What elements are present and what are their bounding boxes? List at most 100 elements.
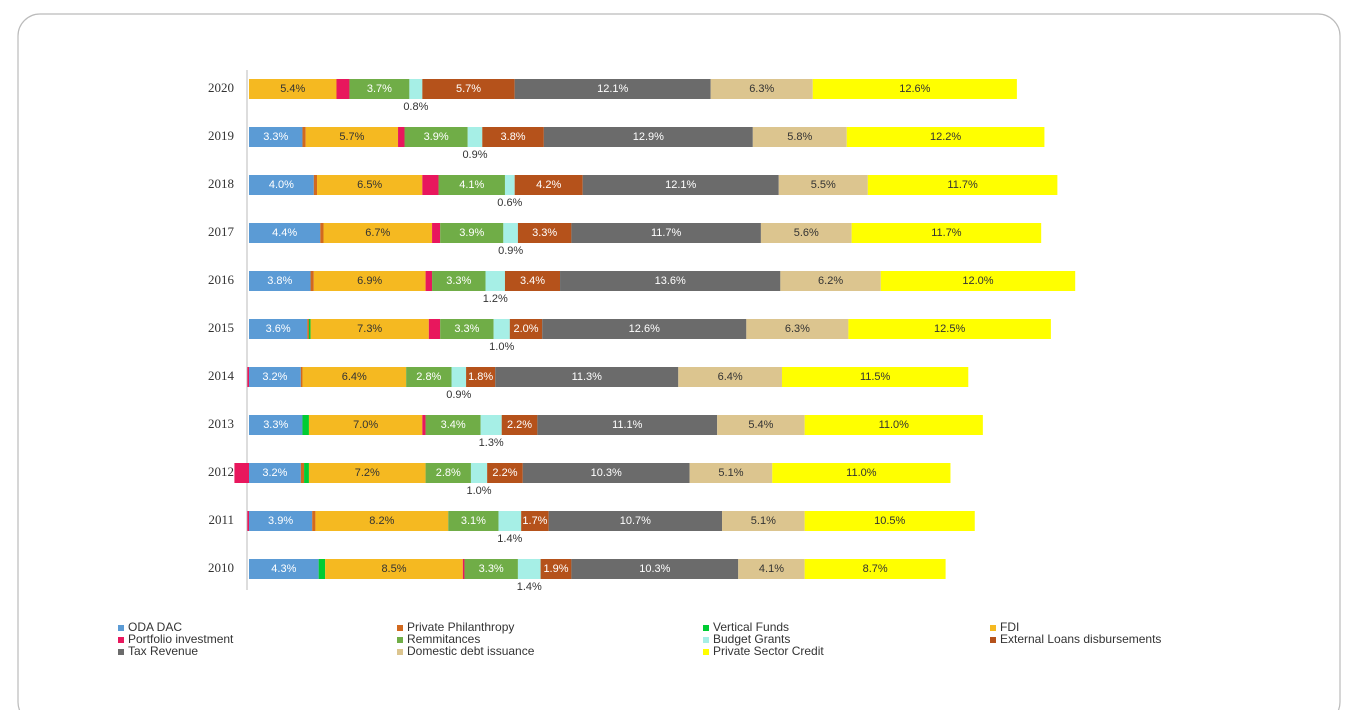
value-label: 12.1% <box>665 179 696 191</box>
value-label: 12.9% <box>633 131 664 143</box>
value-label: 5.4% <box>748 419 773 431</box>
bar-segment <box>249 175 314 195</box>
bar-segment <box>428 319 441 339</box>
bar-segment <box>247 367 249 387</box>
y-tick-label: 2012 <box>208 464 234 479</box>
value-label: 5.5% <box>811 179 836 191</box>
value-label: 5.8% <box>787 131 812 143</box>
value-label: 6.2% <box>818 275 843 287</box>
bar-segment <box>425 271 433 291</box>
value-label: 1.0% <box>489 341 514 353</box>
bar-segment <box>349 79 410 99</box>
y-tick-label: 2014 <box>208 368 235 383</box>
value-label: 5.1% <box>718 467 743 479</box>
y-tick-label: 2013 <box>208 416 234 431</box>
value-label: 0.9% <box>462 149 487 161</box>
value-label: 4.3% <box>271 563 296 575</box>
bar-segment <box>804 415 983 435</box>
value-label: 0.9% <box>498 245 523 257</box>
bar-segment <box>560 271 781 291</box>
bar-segment <box>422 415 426 435</box>
bar-segment <box>542 319 747 339</box>
bar-segment <box>308 415 423 435</box>
bar-segment <box>249 367 301 387</box>
legend-label: Remmitances <box>407 632 480 646</box>
value-label: 1.9% <box>543 563 568 575</box>
value-label: 0.9% <box>446 389 471 401</box>
bar-segment <box>778 175 868 195</box>
value-label: 5.6% <box>794 227 819 239</box>
value-label: 3.1% <box>461 515 486 527</box>
bar-segment <box>521 511 549 531</box>
value-label: 1.7% <box>522 515 547 527</box>
bar-segment <box>517 223 572 243</box>
value-label: 6.4% <box>718 371 743 383</box>
bar-segment <box>504 271 561 291</box>
bar-segment <box>722 511 805 531</box>
bar-segment <box>522 463 690 483</box>
bar-segment <box>247 511 249 531</box>
value-label: 11.3% <box>572 371 603 383</box>
legend-label: ODA DAC <box>128 620 182 634</box>
bar-segment <box>466 367 496 387</box>
bar-segment <box>300 367 303 387</box>
bar-segment <box>425 415 481 435</box>
bar-segment <box>318 559 326 579</box>
bar-segment <box>781 367 969 387</box>
legend-label: Domestic debt issuance <box>407 644 535 658</box>
bar-segment <box>470 463 488 483</box>
bar-segment <box>804 511 975 531</box>
bar-segment <box>678 367 782 387</box>
bar-segment <box>336 79 350 99</box>
value-label: 11.0% <box>846 467 877 479</box>
value-label: 8.5% <box>381 563 406 575</box>
legend-label: External Loans disbursements <box>1000 632 1161 646</box>
value-label: 3.3% <box>446 275 471 287</box>
value-label: 7.2% <box>355 467 380 479</box>
bar-segment <box>514 79 711 99</box>
value-label: 4.1% <box>759 563 784 575</box>
bar-segment <box>234 463 249 483</box>
bar-segment <box>867 175 1058 195</box>
value-label: 3.3% <box>479 563 504 575</box>
bar-segment <box>480 415 502 435</box>
bar-segment <box>249 223 321 243</box>
value-label: 3.2% <box>262 371 287 383</box>
bar-segment <box>249 559 319 579</box>
value-label: 4.4% <box>272 227 297 239</box>
bar-segment <box>323 223 433 243</box>
bar-segment <box>398 127 405 147</box>
bar-segment <box>317 175 423 195</box>
bar-segment <box>482 127 544 147</box>
bar-segment <box>780 271 881 291</box>
bar-segment <box>304 463 309 483</box>
y-tick-label: 2011 <box>208 512 234 527</box>
bar-segment <box>249 415 303 435</box>
bar-segment <box>249 463 301 483</box>
bar-segment <box>308 319 311 339</box>
bar-segment <box>249 79 337 99</box>
bar-segment <box>249 319 308 339</box>
bar-segment <box>422 79 515 99</box>
value-label: 11.5% <box>860 371 891 383</box>
bar-segment <box>467 127 483 147</box>
bar-segment <box>501 415 538 435</box>
bar-segment <box>498 511 522 531</box>
value-label: 6.9% <box>357 275 382 287</box>
bar-segment <box>249 511 313 531</box>
bar-segment <box>504 175 515 195</box>
value-label: 4.0% <box>269 179 294 191</box>
value-label: 3.6% <box>266 323 291 335</box>
value-label: 5.4% <box>280 83 305 95</box>
bar-segment <box>440 223 504 243</box>
bar-segment <box>503 223 518 243</box>
bar-segment <box>302 367 407 387</box>
bar-segment <box>308 463 426 483</box>
value-label: 10.3% <box>591 467 622 479</box>
value-label: 10.7% <box>620 515 651 527</box>
bar-segment <box>710 79 813 99</box>
value-label: 1.4% <box>517 581 542 593</box>
value-label: 1.3% <box>479 437 504 449</box>
bar-segment <box>312 511 316 531</box>
legend-swatch <box>703 625 709 631</box>
